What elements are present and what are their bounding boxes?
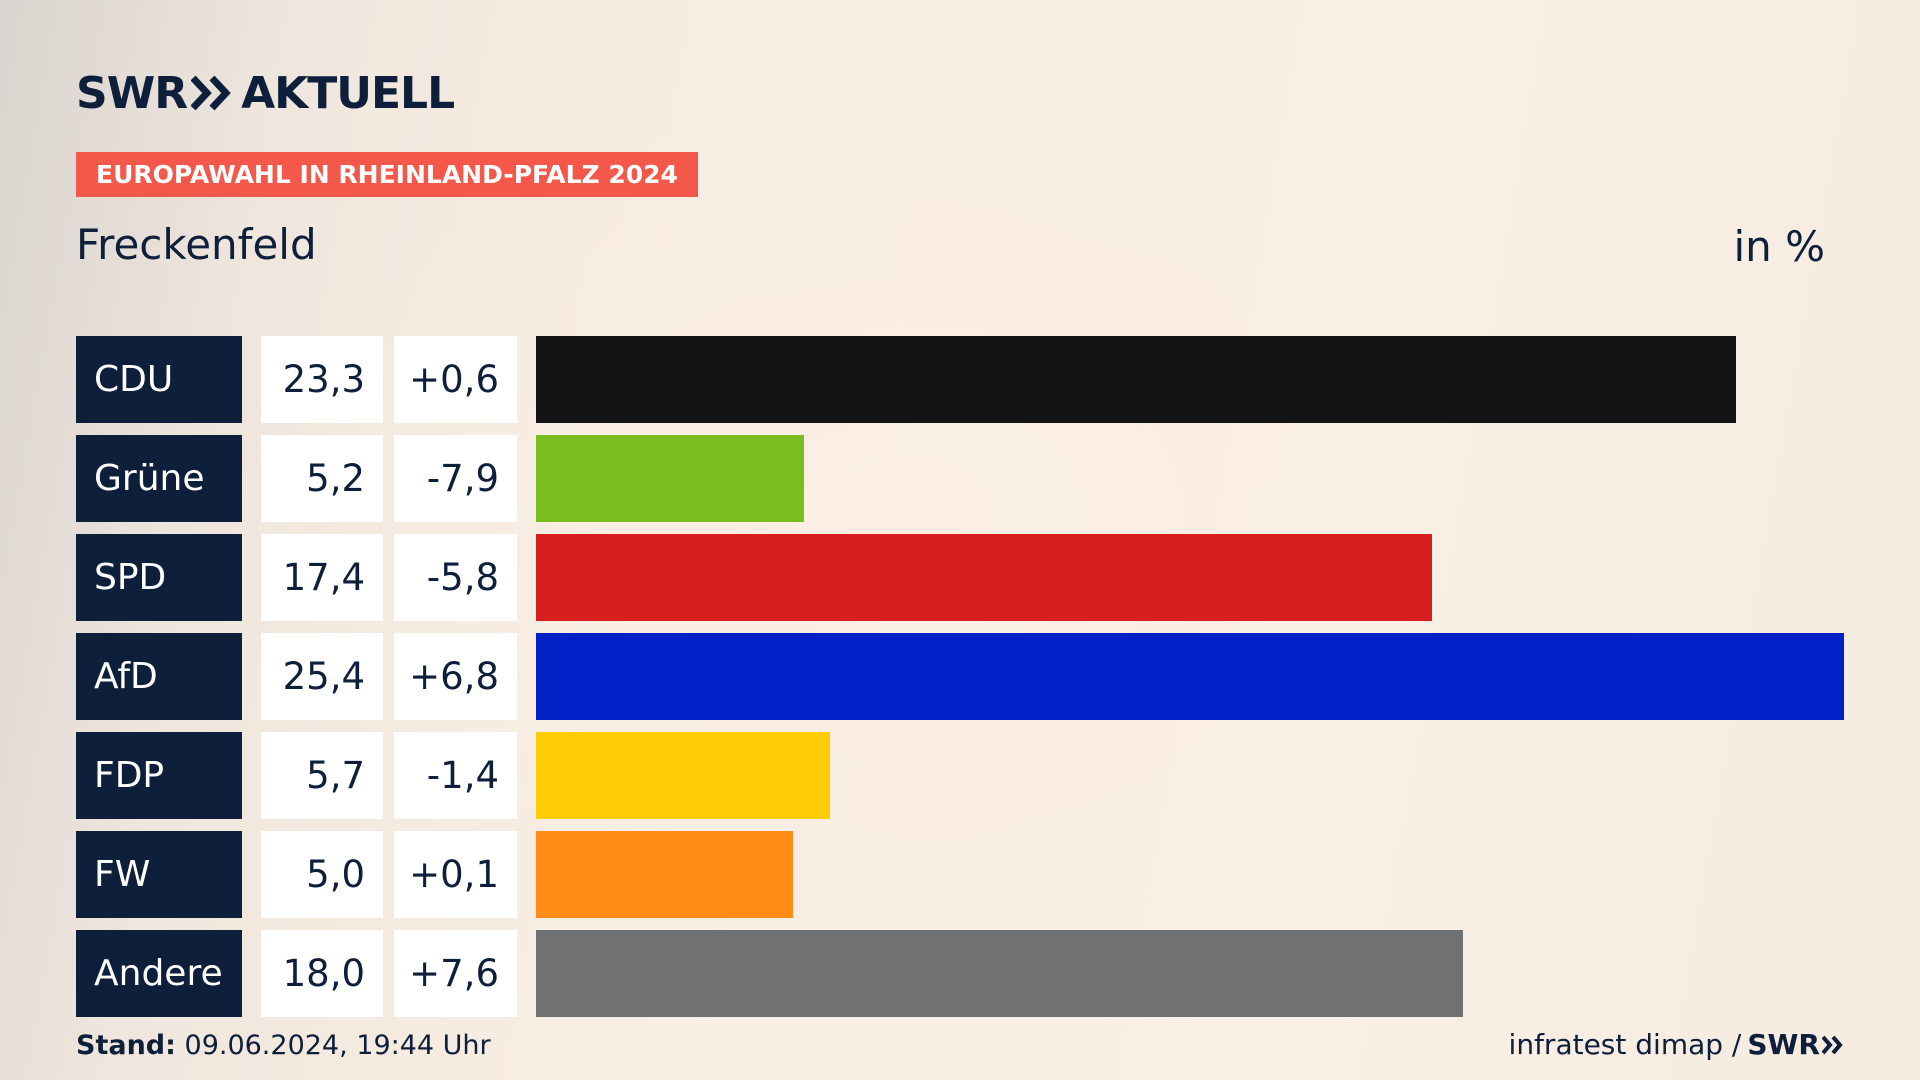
vote-share-label: 18,0 [261,930,383,1017]
result-row: Andere 18,0 +7,6 [0,930,1920,1017]
result-row: Grüne 5,2 -7,9 [0,435,1920,522]
change-label: -1,4 [394,732,517,819]
party-label: Andere [76,930,242,1017]
source-name: infratest dimap / [1508,1028,1742,1061]
location-title: Freckenfeld [76,220,317,269]
result-row: SPD 17,4 -5,8 [0,534,1920,621]
vote-share-label: 5,7 [261,732,383,819]
change-label: +6,8 [394,633,517,720]
result-bar [536,930,1463,1017]
party-label: FDP [76,732,242,819]
vote-share-label: 5,0 [261,831,383,918]
footer-brand-name: SWR [1747,1028,1820,1061]
change-label: +0,6 [394,336,517,423]
stand-value: 09.06.2024, 19:44 Uhr [184,1030,491,1061]
result-bar [536,831,793,918]
unit-label: in % [1733,222,1825,271]
result-bar [536,732,830,819]
result-row: FDP 5,7 -1,4 [0,732,1920,819]
result-bar [536,534,1432,621]
result-bar [536,435,804,522]
result-bar [536,633,1844,720]
change-label: +7,6 [394,930,517,1017]
source-credit: infratest dimap / SWR [1509,1028,1844,1061]
change-label: -7,9 [394,435,517,522]
result-row: CDU 23,3 +0,6 [0,336,1920,423]
swr-aktuell-logo: SWR AKTUELL [76,67,455,119]
timestamp: Stand: 09.06.2024, 19:44 Uhr [76,1030,491,1061]
vote-share-label: 25,4 [261,633,383,720]
vote-share-label: 5,2 [261,435,383,522]
result-row: AfD 25,4 +6,8 [0,633,1920,720]
change-label: -5,8 [394,534,517,621]
party-label: CDU [76,336,242,423]
brand-name: SWR [76,67,188,119]
stand-label: Stand: [76,1030,176,1061]
brand-product: AKTUELL [241,67,455,119]
double-chevron-icon [191,75,231,111]
footer-double-chevron-icon [1822,1035,1843,1054]
party-label: AfD [76,633,242,720]
footer-brand: SWR [1747,1028,1844,1061]
election-tag: EUROPAWAHL IN RHEINLAND-PFALZ 2024 [76,152,698,197]
result-bar [536,336,1736,423]
change-label: +0,1 [394,831,517,918]
party-label: SPD [76,534,242,621]
party-label: FW [76,831,242,918]
vote-share-label: 23,3 [261,336,383,423]
result-row: FW 5,0 +0,1 [0,831,1920,918]
party-label: Grüne [76,435,242,522]
vote-share-label: 17,4 [261,534,383,621]
